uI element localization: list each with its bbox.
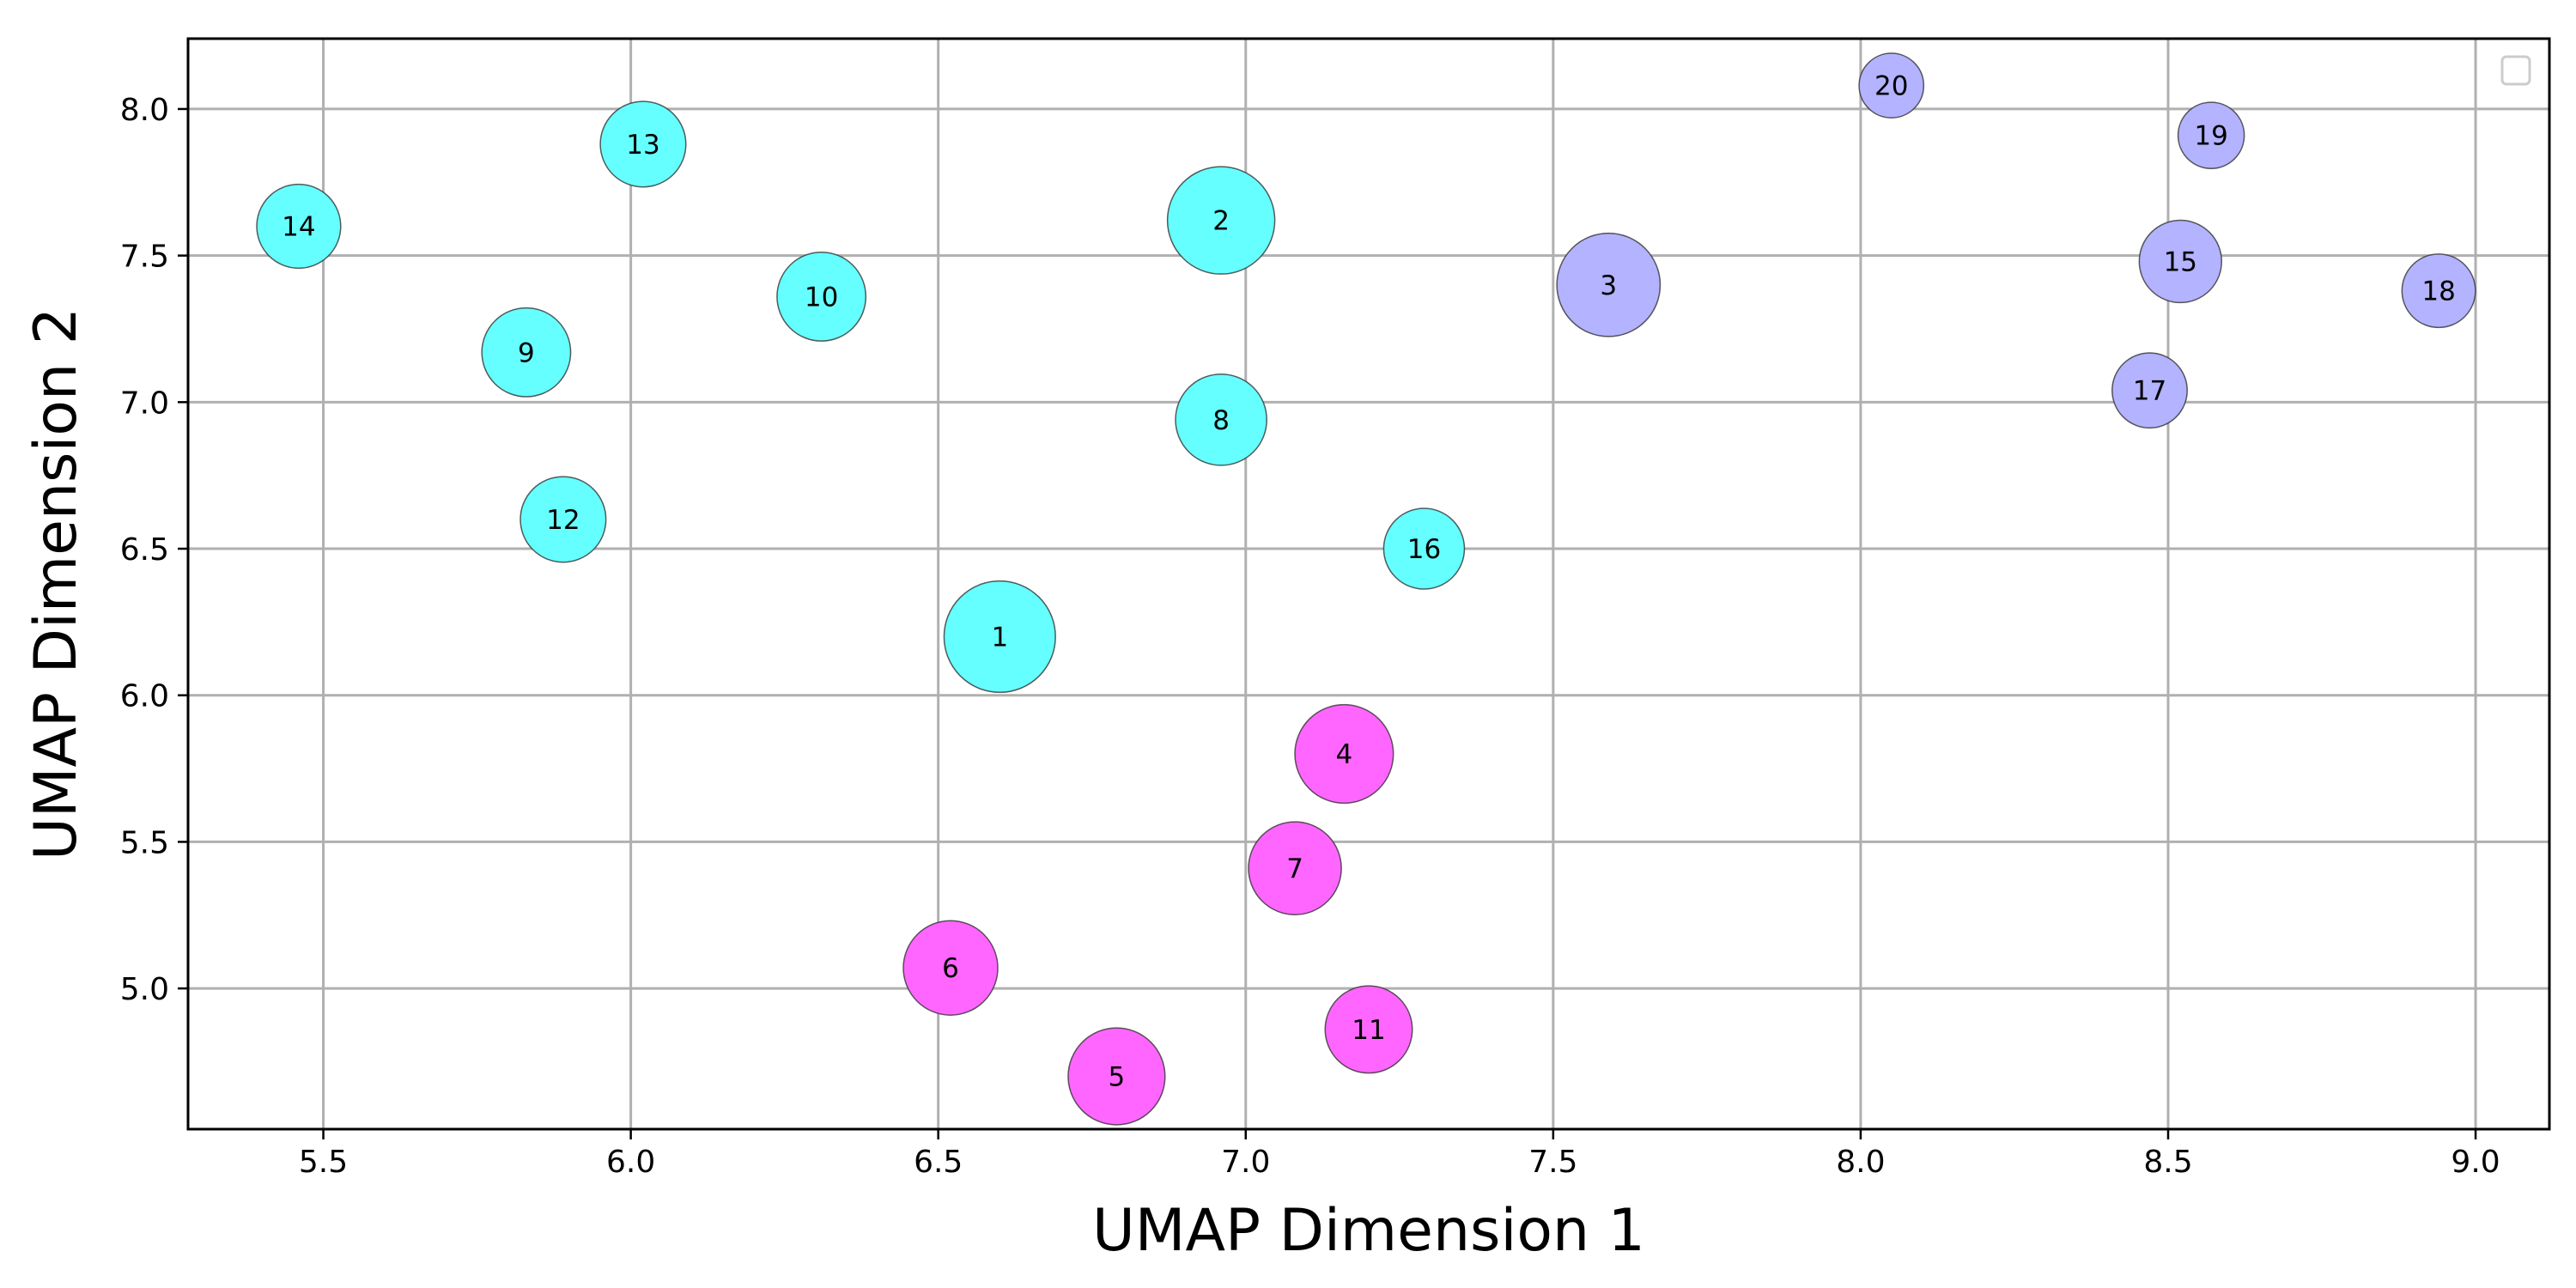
point-label: 19 (2194, 121, 2227, 152)
point-label: 17 (2133, 376, 2166, 407)
x-tick-label: 8.5 (2143, 1145, 2192, 1180)
point-label: 5 (1109, 1062, 1126, 1093)
point-label: 20 (1874, 71, 1908, 102)
data-point (943, 580, 1056, 694)
x-tick-label: 6.5 (914, 1145, 963, 1180)
data-point (1556, 232, 1662, 337)
data-point (902, 920, 999, 1016)
point-label: 2 (1212, 206, 1230, 237)
data-point (2111, 352, 2188, 429)
point-label: 3 (1600, 270, 1617, 301)
legend-box (2500, 55, 2531, 86)
data-point (1858, 52, 1925, 118)
y-tick-label: 6.0 (120, 679, 169, 714)
y-tick-label: 8.0 (120, 93, 169, 128)
y-tick-label: 5.0 (120, 972, 169, 1007)
y-tick-label: 5.5 (120, 825, 169, 860)
y-tick-label: 7.5 (120, 240, 169, 275)
data-point (1294, 703, 1394, 805)
point-label: 14 (282, 211, 315, 242)
data-point (1175, 373, 1267, 466)
data-point (2138, 219, 2223, 304)
point-label: 15 (2164, 246, 2197, 277)
x-axis-title: UMAP Dimension 1 (1092, 1197, 1645, 1265)
point-label: 8 (1212, 405, 1230, 436)
point-label: 4 (1335, 739, 1352, 770)
point-label: 1 (991, 622, 1008, 653)
axis-ticks: 5.5 6.0 6.5 7.0 7.5 8.0 8.5 9.0 5.0 5.5 6.0 6.5 7.0 7… (120, 93, 2500, 1180)
point-label: 9 (518, 337, 535, 368)
x-tick-label: 7.0 (1221, 1145, 1270, 1180)
point-label: 10 (805, 282, 838, 313)
data-point (1382, 507, 1466, 590)
data-point (256, 183, 342, 270)
y-axis-title: UMAP Dimension 2 (22, 307, 90, 860)
x-tick-label: 9.0 (2451, 1145, 2500, 1180)
data-point (1166, 166, 1276, 275)
data-point (1324, 985, 1413, 1074)
point-label: 18 (2421, 276, 2455, 307)
data-point (1248, 821, 1342, 915)
x-tick-label: 8.0 (1836, 1145, 1885, 1180)
x-tick-label: 7.5 (1528, 1145, 1577, 1180)
data-point (599, 100, 687, 188)
data-point (776, 251, 867, 342)
x-tick-label: 5.5 (299, 1145, 348, 1180)
x-tick-label: 6.0 (606, 1145, 655, 1180)
point-label: 11 (1352, 1015, 1385, 1046)
data-point (2177, 101, 2245, 169)
y-tick-label: 7.0 (120, 386, 169, 421)
point-label: 6 (942, 953, 959, 984)
point-label: 13 (626, 130, 659, 161)
point-label: 12 (546, 505, 580, 536)
data-point (2401, 253, 2476, 329)
data-point (519, 476, 607, 563)
point-label: 7 (1286, 854, 1303, 884)
y-tick-label: 6.5 (120, 532, 169, 568)
plot-frame (186, 37, 2551, 1131)
data-point (481, 307, 572, 398)
data-point (1067, 1027, 1166, 1126)
point-label: 16 (1407, 534, 1441, 565)
